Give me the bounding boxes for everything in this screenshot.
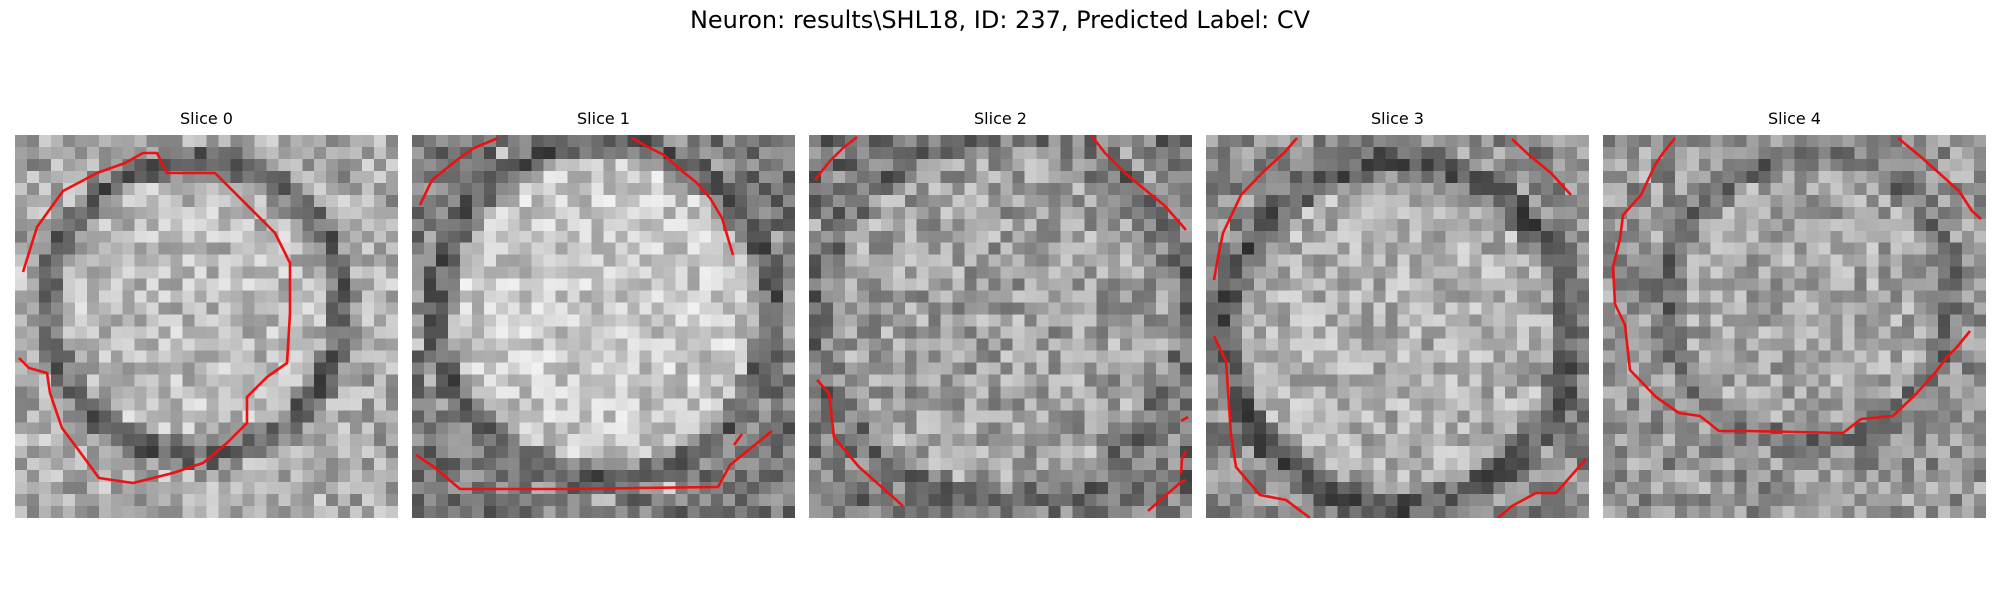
slice-image-1 <box>412 135 795 518</box>
slice-title-4: Slice 4 <box>1768 109 1821 128</box>
slice-title-1: Slice 1 <box>577 109 630 128</box>
slice-title-2: Slice 2 <box>974 109 1027 128</box>
slice-panel-2: Slice 2 <box>809 108 1192 518</box>
micrograph-pixels <box>15 135 398 518</box>
contour-line-2 <box>415 429 773 491</box>
contour-line-0 <box>1611 137 1972 435</box>
slice-image-4 <box>1603 135 1986 518</box>
contour-line-2 <box>1212 335 1311 518</box>
slice-title-3: Slice 3 <box>1371 109 1424 128</box>
contour-line-0 <box>418 136 499 206</box>
slice-panel-0: Slice 0 <box>15 108 398 518</box>
micrograph-pixels <box>412 135 795 518</box>
contour-line-0 <box>1212 137 1298 281</box>
micrograph-pixels <box>809 135 1192 518</box>
contour-line-0 <box>18 151 292 485</box>
slice-panel-4: Slice 4 <box>1603 108 1986 518</box>
micrograph-pixels <box>1206 135 1589 518</box>
contour-line-0 <box>813 135 858 181</box>
slice-title-0: Slice 0 <box>180 109 233 128</box>
contour-line-1 <box>1897 136 1982 220</box>
contour-line-2 <box>1180 415 1189 423</box>
slice-image-3 <box>1206 135 1589 518</box>
slice-image-0 <box>15 135 398 518</box>
slice-image-2 <box>809 135 1192 518</box>
contour-line-3 <box>732 433 744 446</box>
contour-line-1 <box>631 136 735 256</box>
contour-line-1 <box>1511 138 1572 196</box>
contour-line-4 <box>816 379 904 507</box>
slice-panel-1: Slice 1 <box>412 108 795 518</box>
figure-title: Neuron: results\SHL18, ID: 237, Predicte… <box>689 6 1311 34</box>
contour-line-3 <box>1179 450 1188 475</box>
contour-line-1 <box>1089 135 1187 231</box>
contour-line-5 <box>1147 478 1187 512</box>
slice-panel-3: Slice 3 <box>1206 108 1589 518</box>
micrograph-pixels <box>1603 135 1986 518</box>
contour-line-3 <box>1497 458 1587 518</box>
